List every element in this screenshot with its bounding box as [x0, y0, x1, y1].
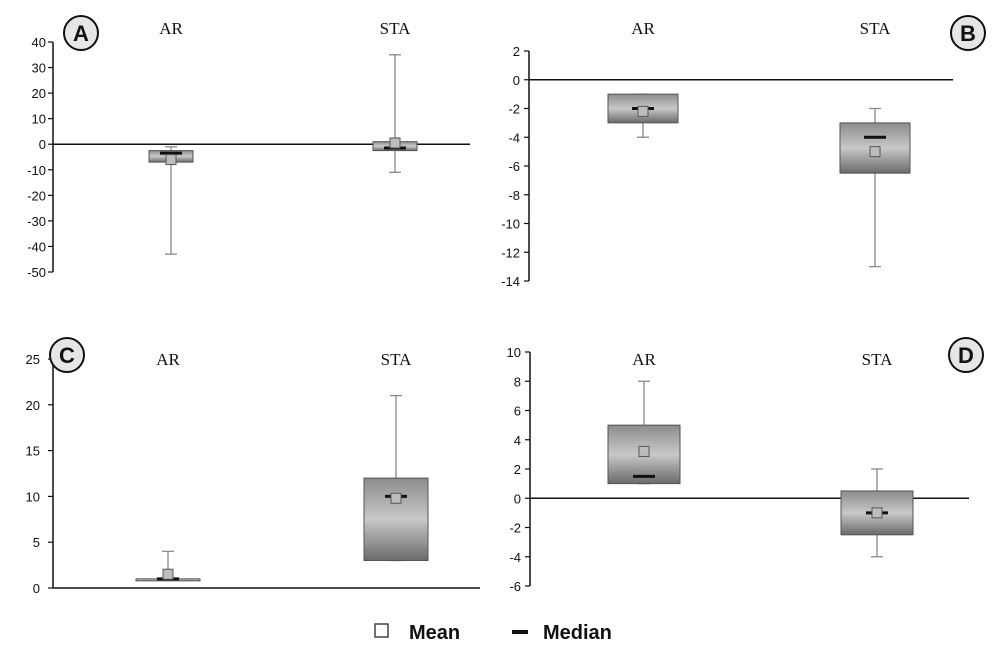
mean-marker — [637, 105, 649, 117]
y-tick-label: 8 — [514, 374, 521, 389]
box-ar — [607, 93, 679, 138]
y-tick-label: -2 — [509, 521, 521, 536]
mean-marker — [165, 154, 177, 166]
y-tick-label: -10 — [501, 217, 520, 232]
y-tick-label: 4 — [514, 433, 521, 448]
box-sta — [839, 107, 911, 268]
y-tick-label: 10 — [507, 345, 521, 360]
mean-marker — [389, 137, 401, 149]
y-tick-label: 0 — [33, 581, 40, 596]
iqr-box — [363, 477, 429, 562]
y-tick-label: 2 — [513, 44, 520, 59]
legend: Mean Median — [374, 622, 612, 644]
mean-marker — [871, 507, 883, 519]
y-tick-label: 6 — [514, 404, 521, 419]
y-tick-label: 15 — [26, 444, 40, 459]
mean-marker — [638, 445, 650, 457]
y-tick-label: -8 — [508, 188, 520, 203]
box-sta — [840, 468, 914, 558]
panel-label: D — [958, 343, 974, 368]
y-tick-label: 0 — [39, 137, 46, 152]
y-tick-label: 20 — [32, 86, 46, 101]
mean-marker — [869, 146, 881, 158]
y-tick-label: 2 — [514, 462, 521, 477]
mean-marker — [162, 568, 174, 580]
category-label: AR — [631, 19, 655, 38]
y-tick-label: 20 — [26, 398, 40, 413]
panel-b: 2 0 -2 -4 -6 -8 -10 -12 -14 B AR STA — [501, 15, 986, 289]
mean-legend-icon — [374, 623, 389, 638]
y-tick-label: -30 — [27, 214, 46, 229]
box-ar — [135, 550, 201, 582]
box-ar — [607, 380, 681, 485]
box-sta — [372, 54, 418, 173]
box-sta — [363, 394, 429, 562]
y-tick-label: -2 — [508, 102, 520, 117]
panel-label: B — [960, 21, 976, 46]
y-tick-label: -4 — [508, 130, 520, 145]
category-label: STA — [862, 350, 893, 369]
category-label: AR — [156, 350, 180, 369]
y-tick-label: 0 — [513, 73, 520, 88]
panel-label: A — [73, 21, 89, 46]
y-tick-label: 5 — [33, 535, 40, 550]
category-label: AR — [159, 19, 183, 38]
category-label: STA — [380, 19, 411, 38]
panel-label-badge — [948, 337, 984, 373]
y-tick-label: 10 — [32, 112, 46, 127]
mean-marker — [390, 492, 402, 504]
box-ar — [148, 146, 194, 255]
mean-legend-label: Mean — [409, 622, 460, 644]
panel-label-badge — [950, 15, 986, 51]
y-tick-label: -40 — [27, 239, 46, 254]
y-tick-label: 25 — [26, 352, 40, 367]
median-legend-label: Median — [543, 622, 612, 644]
y-tick-label: 40 — [32, 35, 46, 50]
y-tick-label: -14 — [501, 274, 520, 289]
panel-a: 40 30 20 10 0 -10 -20 -30 -40 -50 A AR STA — [27, 15, 470, 280]
category-label: STA — [381, 350, 412, 369]
panel-d: 10 8 6 4 2 0 -2 -4 -6 D AR STA — [507, 337, 984, 594]
y-tick-label: -4 — [509, 550, 521, 565]
category-label: AR — [632, 350, 656, 369]
y-tick-label: 0 — [514, 491, 521, 506]
panel-label-badge — [49, 337, 85, 373]
y-tick-label: 10 — [26, 489, 40, 504]
y-tick-label: -50 — [27, 265, 46, 280]
y-tick-label: -20 — [27, 188, 46, 203]
category-label: STA — [860, 19, 891, 38]
y-tick-label: -12 — [501, 245, 520, 260]
panel-label-badge — [63, 15, 99, 51]
y-tick-label: -10 — [27, 163, 46, 178]
y-tick-label: -6 — [509, 579, 521, 594]
y-tick-label: 30 — [32, 61, 46, 76]
panel-label: C — [59, 343, 75, 368]
y-tick-label: -6 — [508, 159, 520, 174]
panel-c: 25 20 15 10 5 0 C AR STA — [26, 337, 480, 596]
